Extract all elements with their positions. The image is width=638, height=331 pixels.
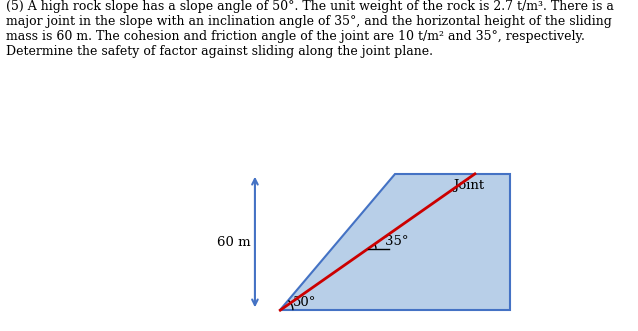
Text: (5) A high rock slope has a slope angle of 50°. The unit weight of the rock is 2: (5) A high rock slope has a slope angle … [6,0,614,58]
Text: Joint: Joint [454,178,485,192]
Text: 60 m: 60 m [217,236,250,249]
Text: 35°: 35° [385,235,408,248]
Text: 50°: 50° [293,296,316,308]
Polygon shape [280,174,510,310]
